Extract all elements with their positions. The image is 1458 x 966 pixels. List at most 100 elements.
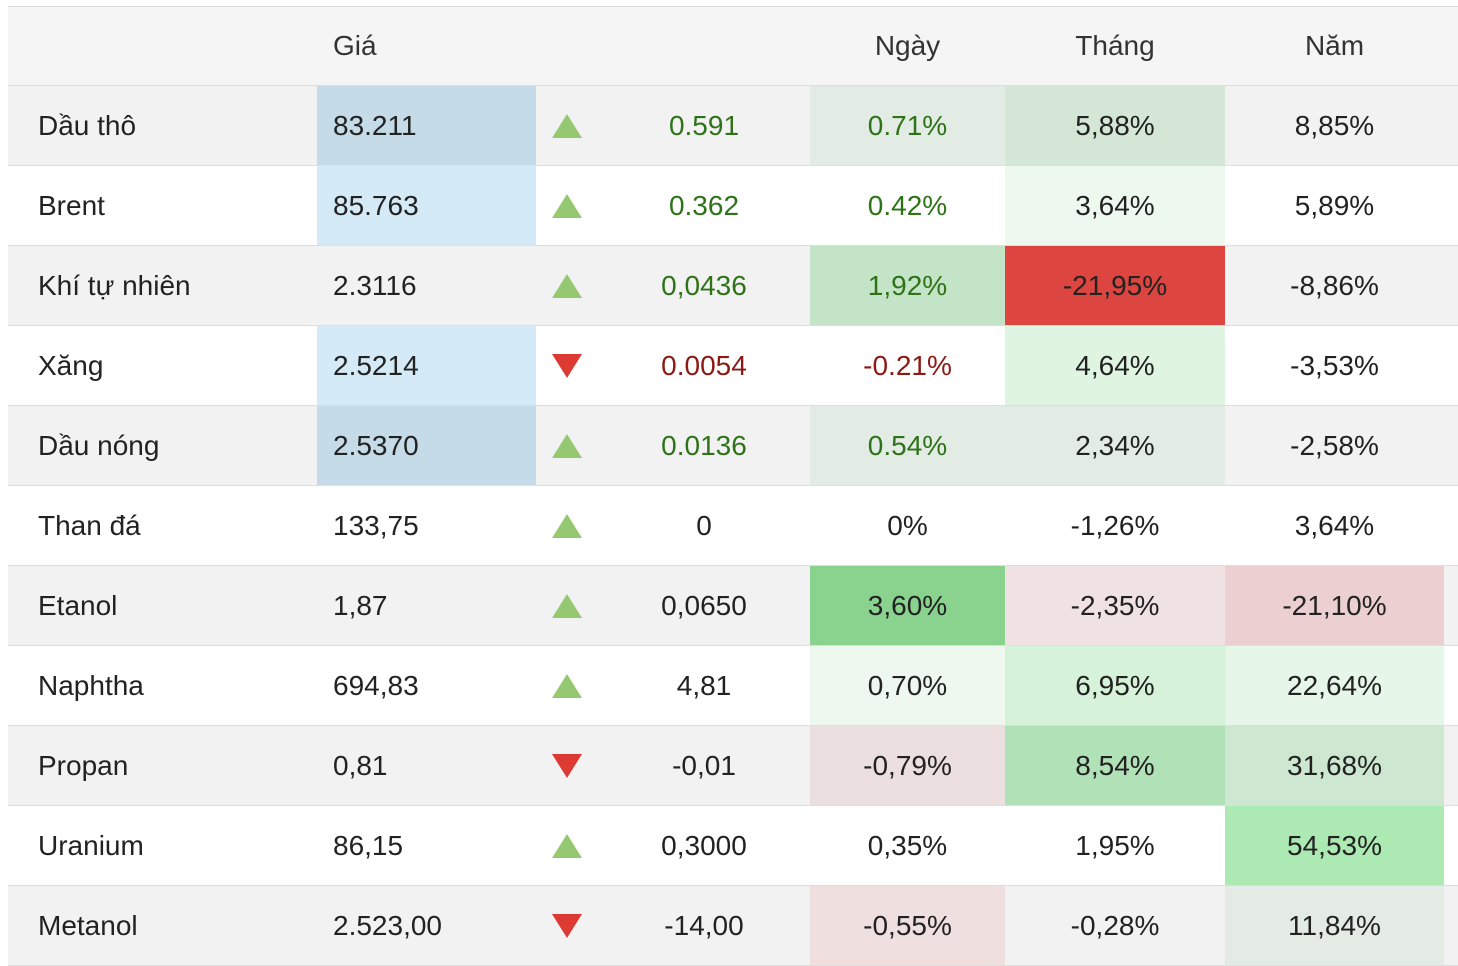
commodity-name: Dầu nóng [38,429,160,461]
change-cell: -14,00 [664,909,744,941]
up-arrow-icon [552,833,582,858]
year-change-cell: -3,53% [1290,349,1379,381]
price-cell: 2.3116 [333,269,417,301]
commodity-name: Xăng [38,349,104,381]
direction-cell [536,646,598,725]
change-cell: -0,01 [672,749,736,781]
down-arrow-icon [552,753,582,778]
commodity-name: Brent [38,189,105,221]
day-change-cell: 0.42% [867,189,948,221]
day-change-cell: 3,60% [810,566,1005,645]
header-year: Năm [1304,30,1365,61]
day-change-cell: -0,55% [810,886,1005,965]
year-change-cell: 11,84% [1225,886,1444,965]
price-cell: 2.5370 [317,406,536,485]
day-change-cell: -0.21% [863,349,952,381]
month-change-cell: 4,64% [1005,326,1225,405]
table-row: Metanol 2.523,00 -14,00 -0,55% -0,28% 11,84% [8,886,1458,966]
price-cell: 2.523,00 [333,909,442,941]
commodity-name: Dầu thô [38,109,137,141]
change-cell: 0.362 [668,189,740,221]
up-arrow-icon [552,513,582,538]
month-change-cell: 2,34% [1005,406,1225,485]
commodity-name: Naphtha [38,669,144,701]
month-change-cell: 1,95% [1075,829,1155,861]
price-cell: 2.5214 [317,326,536,405]
change-cell: 0.0136 [661,429,747,461]
direction-cell [536,406,598,485]
up-arrow-icon [552,193,582,218]
table-row: Etanol 1,87 0,0650 3,60% -2,35% -21,10% [8,566,1458,646]
month-change-cell: -0,28% [1070,909,1160,941]
commodity-name: Propan [38,749,129,781]
month-change-cell: -21,95% [1005,246,1225,325]
day-change-cell: 0.54% [810,406,1005,485]
change-cell: 0,0436 [661,269,747,301]
price-cell: 85.763 [317,166,536,245]
direction-cell [536,86,598,165]
commodity-name: Etanol [38,589,118,621]
direction-cell [536,486,598,565]
direction-cell [536,806,598,885]
commodity-name: Than đá [38,509,141,541]
day-change-cell: -0,79% [810,726,1005,805]
day-change-cell: 0.71% [810,86,1005,165]
change-cell: 0 [696,509,712,541]
price-cell: 133,75 [333,509,419,541]
price-cell: 86,15 [333,829,404,861]
change-cell: 4,81 [676,669,732,701]
table-row: Than đá 133,75 0 0% -1,26% 3,64% [8,486,1458,566]
direction-cell [536,166,598,245]
down-arrow-icon [552,913,582,938]
up-arrow-icon [552,113,582,138]
commodity-name: Khí tự nhiên [38,269,191,301]
year-change-cell: 22,64% [1225,646,1444,725]
month-change-cell: 3,64% [1005,166,1225,245]
price-cell: 0,81 [333,749,388,781]
direction-cell [536,566,598,645]
table-row: Dầu thô 83.211 0.591 0.71% 5,88% 8,85% [8,86,1458,166]
up-arrow-icon [552,433,582,458]
year-change-cell: 3,64% [1294,509,1375,541]
direction-cell [536,326,598,405]
change-cell: 0,0650 [661,589,747,621]
header-price: Giá [333,30,377,61]
change-cell: 0.591 [668,109,740,141]
table-row: Brent 85.763 0.362 0.42% 3,64% 5,89% [8,166,1458,246]
price-cell: 694,83 [333,669,419,701]
table-row: Xăng 2.5214 0.0054 -0.21% 4,64% -3,53% [8,326,1458,406]
table-row: Khí tự nhiên 2.3116 0,0436 1,92% -21,95% -8,8… [8,246,1458,326]
year-change-cell: 8,85% [1294,109,1375,141]
table-row: Propan 0,81 -0,01 -0,79% 8,54% 31,68% [8,726,1458,806]
header-day: Ngày [874,30,941,61]
up-arrow-icon [552,673,582,698]
down-arrow-icon [552,353,582,378]
commodity-name: Metanol [38,909,138,941]
year-change-cell: -2,58% [1290,429,1379,461]
month-change-cell: -1,26% [1070,509,1160,541]
direction-cell [536,886,598,965]
up-arrow-icon [552,273,582,298]
price-cell: 83.211 [317,86,536,165]
table-row: Naphtha 694,83 4,81 0,70% 6,95% 22,64% [8,646,1458,726]
year-change-cell: -21,10% [1225,566,1444,645]
header-name [8,7,317,85]
table-row: Dầu nóng 2.5370 0.0136 0.54% 2,34% -2,58% [8,406,1458,486]
direction-cell [536,246,598,325]
day-change-cell: 0,70% [810,646,1005,725]
month-change-cell: 5,88% [1005,86,1225,165]
up-arrow-icon [552,593,582,618]
change-cell: 0,3000 [661,829,747,861]
commodity-name: Uranium [38,829,144,861]
month-change-cell: 8,54% [1005,726,1225,805]
price-cell: 1,87 [333,589,388,621]
table-header-row: Giá Ngày Tháng Năm [8,7,1458,86]
day-change-cell: 0,35% [867,829,948,861]
year-change-cell: 31,68% [1225,726,1444,805]
change-cell: 0.0054 [661,349,747,381]
header-month: Tháng [1075,30,1155,61]
day-change-cell: 1,92% [810,246,1005,325]
year-change-cell: -8,86% [1290,269,1379,301]
month-change-cell: 6,95% [1005,646,1225,725]
table-row: Uranium 86,15 0,3000 0,35% 1,95% 54,53% [8,806,1458,886]
